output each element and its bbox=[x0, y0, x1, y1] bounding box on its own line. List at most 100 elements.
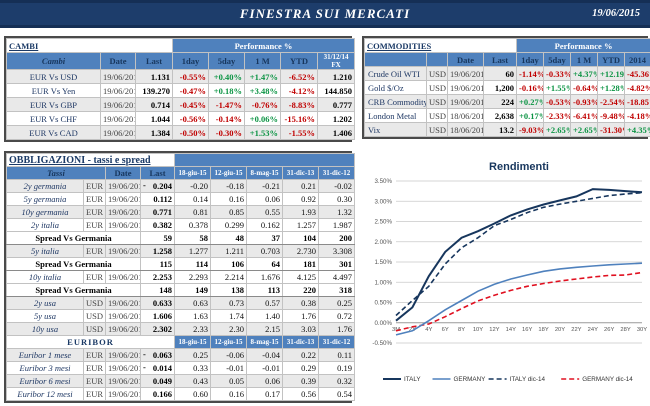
currency-pair: EUR Vs CAD bbox=[7, 126, 101, 140]
column-header: 2014 bbox=[625, 53, 650, 67]
yield-curve-chart: Rendimenti3.50%3.00%2.50%2.00%1.50%1.00%… bbox=[362, 151, 648, 401]
column-header: 1 M bbox=[245, 53, 281, 70]
last-value: 1.384 bbox=[136, 126, 173, 140]
chart-title: Rendimenti bbox=[489, 161, 549, 173]
series-italy bbox=[396, 189, 642, 321]
performance-value: -0.56% bbox=[173, 112, 209, 126]
bond-name: 5y italia bbox=[7, 245, 84, 258]
performance-value: -0.53% bbox=[544, 95, 571, 109]
performance-value: +0.17% bbox=[517, 109, 544, 123]
performance-value: -0.30% bbox=[209, 126, 245, 140]
performance-value: -0.64% bbox=[571, 81, 598, 95]
spread-value: 200 bbox=[319, 232, 355, 245]
performance-value: -2.54% bbox=[598, 95, 625, 109]
history-value: 0.43 bbox=[175, 375, 211, 388]
commodity-name: Vix bbox=[365, 123, 427, 137]
svg-text:14Y: 14Y bbox=[506, 327, 516, 333]
performance-value: +1.53% bbox=[245, 126, 281, 140]
table-row: CRB CommodityUSD19/06/2015224+0.27%-0.53… bbox=[365, 95, 650, 109]
commodity-name: Crude Oil WTI bbox=[365, 67, 427, 81]
svg-text:22Y: 22Y bbox=[571, 327, 581, 333]
history-value: 0.60 bbox=[175, 388, 211, 401]
history-value: 0.25 bbox=[175, 349, 211, 362]
column-header: 8-mag-15 bbox=[247, 336, 283, 349]
date-cell: 19/06/2015 bbox=[106, 271, 141, 284]
history-value: 0.63 bbox=[175, 297, 211, 310]
last-value: 0.112 bbox=[141, 193, 175, 206]
performance-value: -0.33% bbox=[544, 67, 571, 81]
history-value: -0.21 bbox=[247, 180, 283, 193]
table-row: EUR Vs CAD19/06/20151.384-0.50%-0.30%+1.… bbox=[7, 126, 355, 140]
spread-value: 114 bbox=[175, 258, 211, 271]
cambi-section-title: CAMBI bbox=[7, 39, 173, 53]
last-value: 0.771 bbox=[141, 206, 175, 219]
legend-label: ITALY dic-14 bbox=[510, 376, 546, 383]
table-row: 2y italiaEUR19/06/20150.3820.3780.2990.1… bbox=[7, 219, 355, 232]
column-header bbox=[365, 53, 427, 67]
column-header: 18-giu-15 bbox=[175, 336, 211, 349]
column-header: Date bbox=[101, 53, 136, 70]
spread-value: 138 bbox=[211, 284, 247, 297]
legend-label: ITALY bbox=[404, 376, 421, 383]
performance-value: -8.83% bbox=[281, 98, 318, 112]
table-row: EUR Vs USD19/06/20151.131-0.55%+0.40%+1.… bbox=[7, 70, 355, 84]
table-row: VixUSD18/06/201513.2-9.03%+2.65%+2.65%-3… bbox=[365, 123, 650, 137]
table-row: 5y italiaEUR19/06/20151.2581.2771.2110.7… bbox=[7, 245, 355, 258]
header-date: 19/06/2015 bbox=[592, 3, 640, 25]
column-header: 18-giu-15 bbox=[175, 167, 211, 180]
last-value: 224 bbox=[484, 95, 517, 109]
currency-code: EUR bbox=[84, 180, 106, 193]
performance-value: -9.48% bbox=[598, 109, 625, 123]
performance-value: -1.47% bbox=[209, 98, 245, 112]
fx-reference-value: 1.202 bbox=[318, 112, 355, 126]
last-value: 1.131 bbox=[136, 70, 173, 84]
date-cell: 19/06/2015 bbox=[101, 84, 136, 98]
currency-pair: EUR Vs CHF bbox=[7, 112, 101, 126]
history-value: 0.72 bbox=[319, 310, 355, 323]
column-header: Tassi bbox=[7, 167, 106, 180]
euribor-tenor: Euribor 12 mesi bbox=[7, 388, 84, 401]
performance-value: -0.47% bbox=[173, 84, 209, 98]
legend-label: GERMANY dic-14 bbox=[582, 376, 633, 383]
last-value: 1.606 bbox=[141, 310, 175, 323]
column-header: Date bbox=[106, 167, 141, 180]
performance-value: -1.14% bbox=[517, 67, 544, 81]
history-value: 2.293 bbox=[175, 271, 211, 284]
euribor-tenor: Euribor 6 mesi bbox=[7, 375, 84, 388]
currency-code: EUR bbox=[84, 245, 106, 258]
history-value: 0.85 bbox=[211, 206, 247, 219]
table-row: 2y germaniaEUR19/06/2015-0.204-0.20-0.18… bbox=[7, 180, 355, 193]
svg-text:0.00%: 0.00% bbox=[374, 320, 392, 327]
performance-value: -4.18% bbox=[625, 109, 650, 123]
date-cell: 19/06/2015 bbox=[106, 245, 141, 258]
history-value: 0.06 bbox=[247, 375, 283, 388]
table-row: London MetalUSD18/06/20152,638+0.17%-2.3… bbox=[365, 109, 650, 123]
date-cell: 19/06/2015 bbox=[101, 126, 136, 140]
date-cell: 18/06/2015 bbox=[448, 109, 484, 123]
currency-code: USD bbox=[427, 67, 448, 81]
performance-value: -9.03% bbox=[517, 123, 544, 137]
currency-code: EUR bbox=[84, 271, 106, 284]
currency-pair: EUR Vs USD bbox=[7, 70, 101, 84]
currency-code: USD bbox=[84, 310, 106, 323]
spread-last-value: 115 bbox=[141, 258, 175, 271]
spread-value: 64 bbox=[247, 258, 283, 271]
spread-label: Spread Vs Germania bbox=[7, 232, 141, 245]
svg-text:6Y: 6Y bbox=[442, 327, 449, 333]
column-header: 1day bbox=[517, 53, 544, 67]
spread-value: 58 bbox=[175, 232, 211, 245]
history-value: 0.378 bbox=[175, 219, 211, 232]
history-value: 0.25 bbox=[319, 297, 355, 310]
history-value: -0.18 bbox=[211, 180, 247, 193]
currency-code: EUR bbox=[84, 349, 106, 362]
last-value: 139.270 bbox=[136, 84, 173, 98]
history-value: 0.57 bbox=[247, 297, 283, 310]
bond-name: 5y usa bbox=[7, 310, 84, 323]
history-value: 0.73 bbox=[211, 297, 247, 310]
